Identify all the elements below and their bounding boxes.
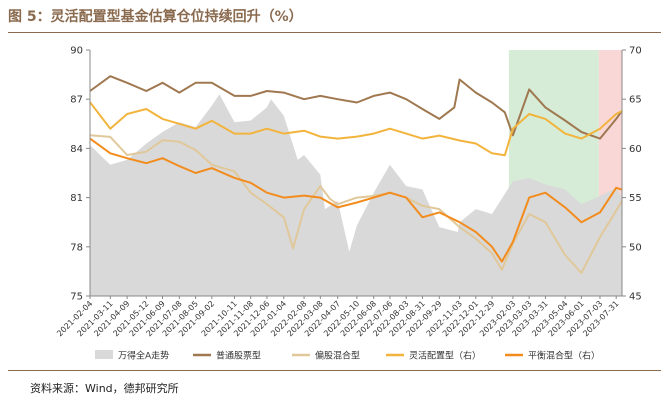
legend-label: 偏股混合型	[315, 350, 360, 362]
legend-label: 平衡混合型（右）	[528, 350, 600, 362]
y-axis-left-ticks: 75 78 81 84 87 90	[70, 46, 90, 303]
y-left-tick-label: 75	[70, 292, 83, 303]
area-layer	[90, 94, 622, 296]
chart-canvas: 75 78 81 84 87 90 45 50 55 60 65 70 2021-02-042021…	[55, 46, 642, 362]
y-left-tick-label: 87	[70, 95, 83, 106]
y-right-tick-label: 55	[629, 193, 642, 204]
y-right-tick-label: 50	[629, 242, 642, 253]
series-area-0	[90, 94, 622, 296]
y-right-tick-label: 65	[629, 95, 642, 106]
line-layer	[89, 75, 623, 274]
chart-title: 图 5：灵活配置型基金估算仓位持续回升（%）	[8, 9, 303, 25]
y-left-tick-label: 90	[70, 46, 83, 57]
series-line-4	[89, 137, 623, 263]
legend: 万得全A走势 普通股票型 偏股混合型 灵活配置型（右） 平衡混合型（右）	[95, 350, 600, 362]
y-right-tick-label: 70	[629, 46, 642, 57]
axes	[89, 50, 623, 297]
legend-label: 万得全A走势	[118, 350, 169, 362]
title-divider	[8, 32, 661, 33]
series-line-1	[89, 75, 623, 140]
footer-divider	[8, 370, 661, 371]
y-right-tick-label: 60	[629, 144, 642, 155]
series-line-3	[89, 101, 623, 157]
y-right-tick-label: 45	[629, 292, 642, 303]
source-note: 资料来源：Wind，德邦研究所	[30, 382, 179, 395]
y-left-tick-label: 84	[70, 144, 83, 155]
x-axis-ticks: 2021-02-042021-03-112021-04-092021-05-12…	[55, 296, 621, 338]
legend-label: 普通股票型	[216, 350, 261, 362]
legend-swatch-area	[95, 350, 113, 359]
legend-label: 灵活配置型（右）	[409, 350, 481, 362]
series-line-2	[89, 134, 623, 274]
y-left-tick-label: 78	[70, 242, 83, 253]
y-left-tick-label: 81	[70, 193, 83, 204]
y-axis-right-ticks: 45 50 55 60 65 70	[622, 46, 642, 303]
